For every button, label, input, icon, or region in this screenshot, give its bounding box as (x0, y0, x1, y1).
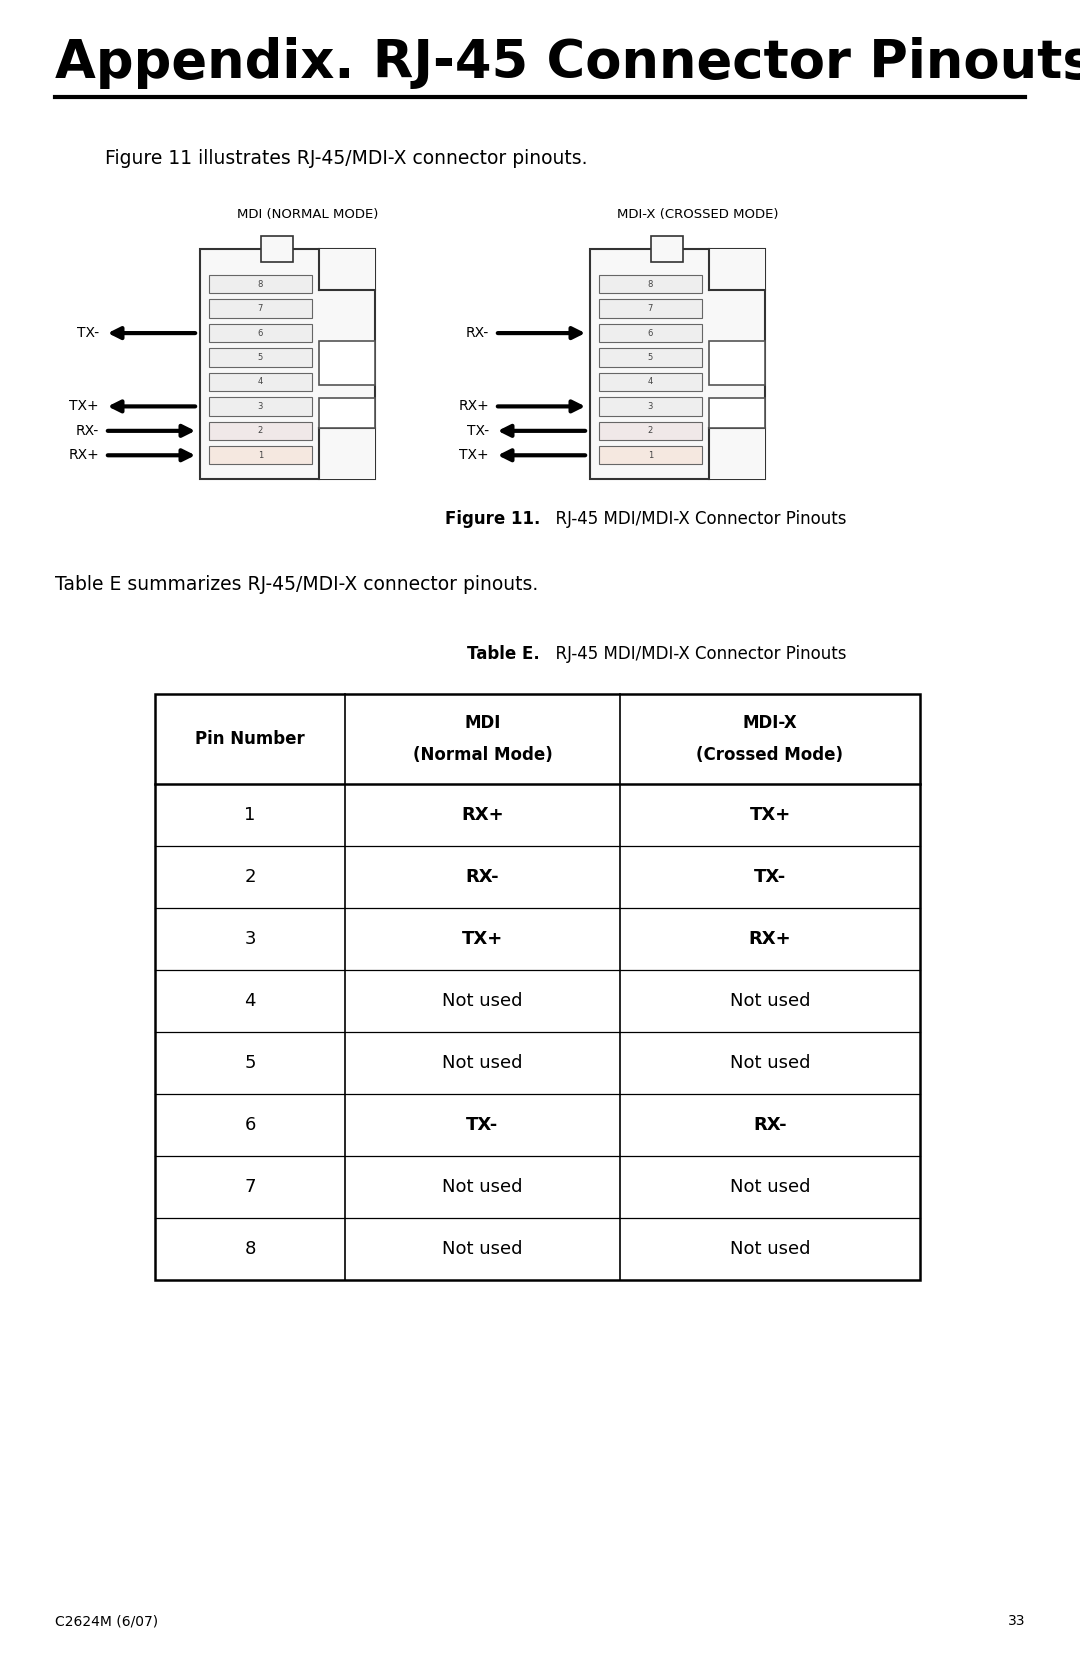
Text: TX+: TX+ (462, 930, 503, 948)
Text: 33: 33 (1008, 1614, 1025, 1627)
Text: Not used: Not used (730, 991, 810, 1010)
Text: 1: 1 (648, 451, 653, 459)
Text: MDI-X: MDI-X (743, 714, 797, 733)
Bar (208, 275, 312, 294)
Bar (208, 299, 312, 317)
Text: 2: 2 (258, 426, 264, 436)
Text: TX-: TX- (77, 325, 99, 340)
Bar (651, 237, 683, 262)
Text: Not used: Not used (730, 1055, 810, 1071)
Bar (598, 349, 702, 367)
Text: 6: 6 (244, 1117, 256, 1133)
Text: 3: 3 (648, 402, 653, 411)
Text: 4: 4 (648, 377, 653, 387)
Bar (319, 249, 375, 290)
Bar (598, 324, 702, 342)
Bar (208, 372, 312, 391)
Text: 3: 3 (258, 402, 264, 411)
Bar (208, 422, 312, 441)
Text: 4: 4 (244, 991, 256, 1010)
Bar (708, 249, 765, 290)
Text: Table E.: Table E. (468, 644, 540, 663)
Text: RX+: RX+ (748, 930, 792, 948)
Text: RX+: RX+ (68, 449, 99, 462)
Text: TX-: TX- (754, 868, 786, 886)
Text: 5: 5 (244, 1055, 256, 1071)
Text: 7: 7 (648, 304, 653, 314)
Bar (156, 694, 920, 1280)
Bar (598, 422, 702, 441)
Text: 5: 5 (648, 354, 653, 362)
Text: Not used: Not used (730, 1178, 810, 1197)
Text: Not used: Not used (442, 991, 523, 1010)
Text: 8: 8 (244, 1240, 256, 1258)
Text: Not used: Not used (442, 1055, 523, 1071)
Text: 2: 2 (648, 426, 653, 436)
Bar (319, 429, 375, 479)
Bar (208, 397, 312, 416)
Text: 6: 6 (648, 329, 653, 337)
Bar (590, 249, 765, 479)
Text: RJ-45 MDI/MDI-X Connector Pinouts: RJ-45 MDI/MDI-X Connector Pinouts (545, 644, 847, 663)
Bar (598, 275, 702, 294)
Text: Figure 11 illustrates RJ-45/MDI-X connector pinouts.: Figure 11 illustrates RJ-45/MDI-X connec… (105, 150, 588, 169)
Text: TX-: TX- (467, 424, 489, 437)
Text: TX+: TX+ (750, 806, 791, 824)
Text: RX+: RX+ (461, 806, 503, 824)
Text: TX+: TX+ (69, 399, 99, 414)
Text: 4: 4 (258, 377, 264, 387)
Text: Figure 11.: Figure 11. (445, 511, 540, 527)
Text: 3: 3 (244, 930, 256, 948)
Text: MDI-X (CROSSED MODE): MDI-X (CROSSED MODE) (617, 209, 779, 220)
Bar (261, 237, 293, 262)
Text: Not used: Not used (730, 1240, 810, 1258)
Bar (708, 429, 765, 479)
Text: Pin Number: Pin Number (195, 729, 305, 748)
Text: RX+: RX+ (458, 399, 489, 414)
Bar (319, 340, 375, 384)
Text: C2624M (6/07): C2624M (6/07) (55, 1614, 158, 1627)
Text: (Normal Mode): (Normal Mode) (413, 746, 552, 764)
Bar (200, 249, 375, 479)
Bar (598, 299, 702, 317)
Text: TX-: TX- (467, 1117, 499, 1133)
Bar (708, 340, 765, 384)
Text: 2: 2 (244, 868, 256, 886)
Text: TX+: TX+ (459, 449, 489, 462)
Text: 1: 1 (258, 451, 264, 459)
Bar (598, 372, 702, 391)
Text: RX-: RX- (753, 1117, 787, 1133)
Text: Not used: Not used (442, 1178, 523, 1197)
Text: 8: 8 (648, 280, 653, 289)
Bar (208, 349, 312, 367)
Text: RX-: RX- (465, 868, 499, 886)
Text: Not used: Not used (442, 1240, 523, 1258)
Bar (598, 446, 702, 464)
Text: RX-: RX- (465, 325, 489, 340)
Text: (Crossed Mode): (Crossed Mode) (697, 746, 843, 764)
Text: MDI (NORMAL MODE): MDI (NORMAL MODE) (237, 209, 378, 220)
Text: 7: 7 (244, 1178, 256, 1197)
Bar (319, 399, 375, 429)
Text: MDI: MDI (464, 714, 501, 733)
Text: Appendix. RJ-45 Connector Pinouts: Appendix. RJ-45 Connector Pinouts (55, 37, 1080, 88)
Bar (208, 324, 312, 342)
Text: 7: 7 (258, 304, 264, 314)
Text: 6: 6 (258, 329, 264, 337)
Text: Table E summarizes RJ-45/MDI-X connector pinouts.: Table E summarizes RJ-45/MDI-X connector… (55, 574, 538, 594)
Text: 8: 8 (258, 280, 264, 289)
Bar (598, 397, 702, 416)
Text: RJ-45 MDI/MDI-X Connector Pinouts: RJ-45 MDI/MDI-X Connector Pinouts (545, 511, 847, 527)
Bar (208, 446, 312, 464)
Text: 1: 1 (244, 806, 256, 824)
Text: RX-: RX- (76, 424, 99, 437)
Bar (708, 399, 765, 429)
Text: 5: 5 (258, 354, 264, 362)
